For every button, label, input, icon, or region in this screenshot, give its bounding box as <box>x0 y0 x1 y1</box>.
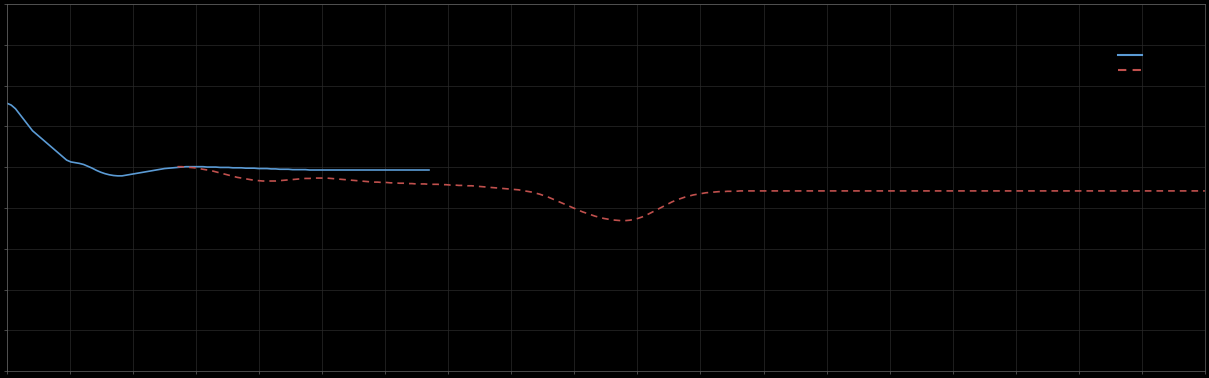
Legend: , : , <box>1117 50 1150 75</box>
